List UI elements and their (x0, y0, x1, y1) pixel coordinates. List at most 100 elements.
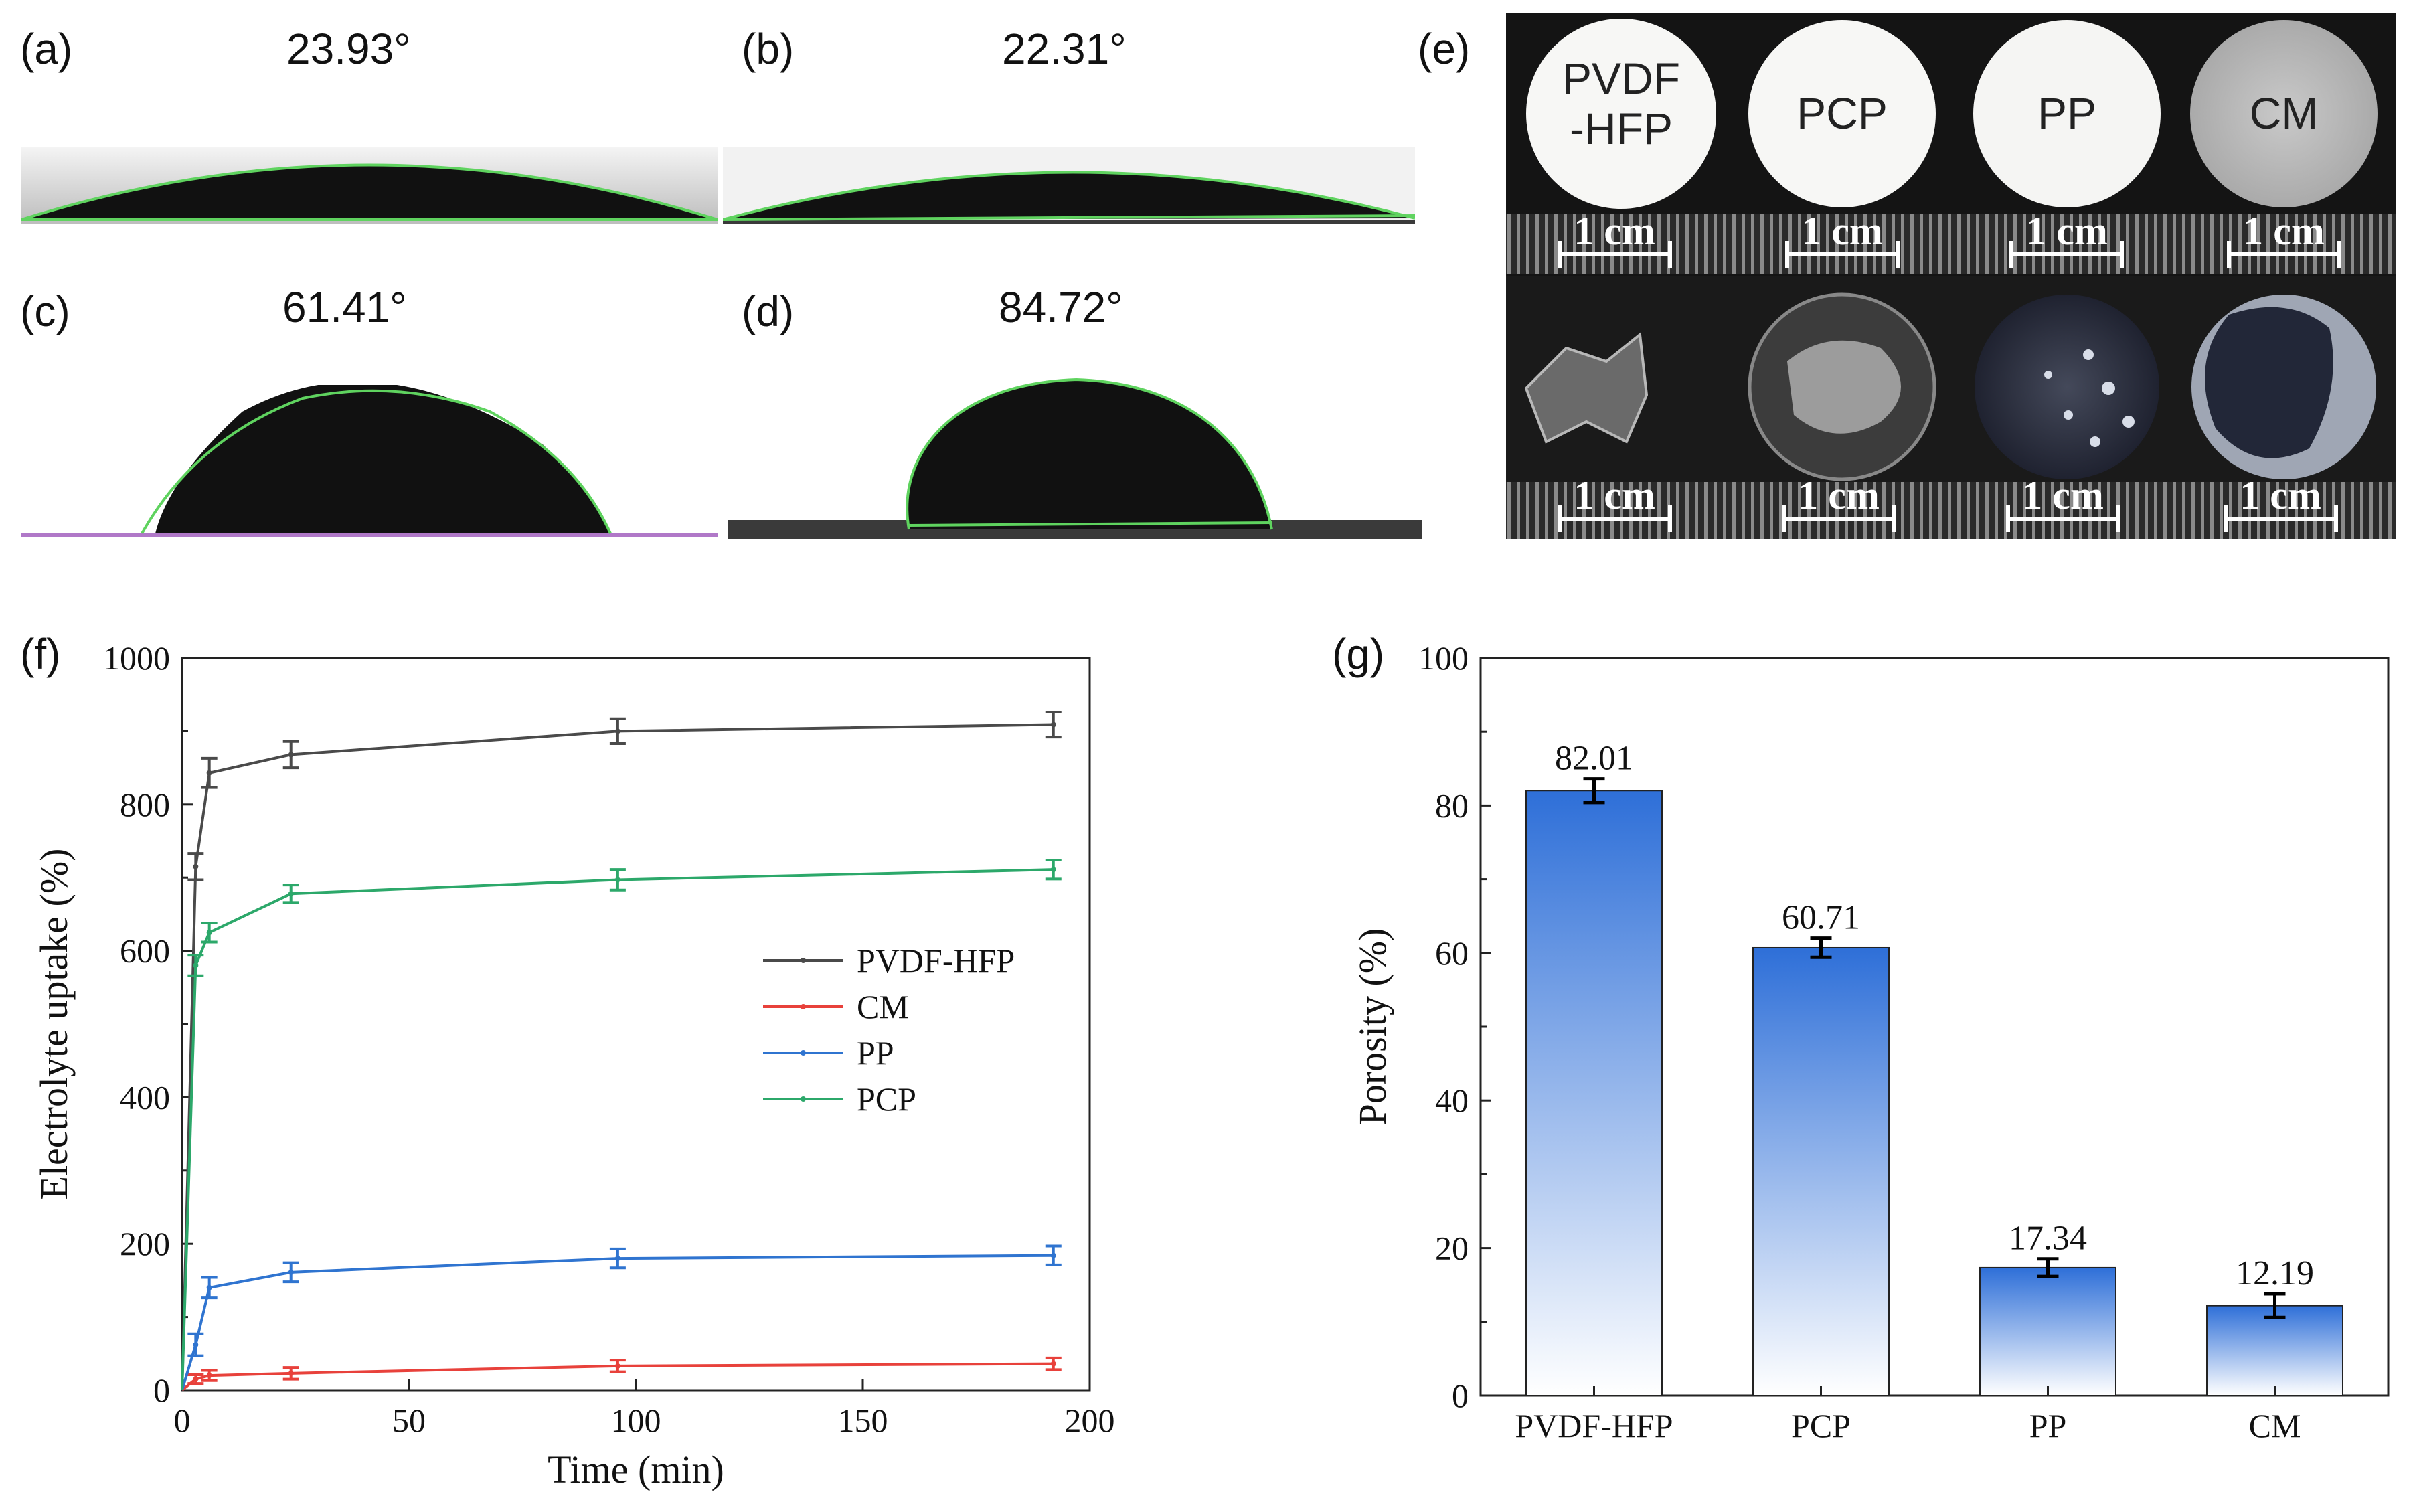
electrolyte-uptake-chart: 0 50 100 150 200 0 200 400 600 800 1000 Time (min) E… (32, 639, 1115, 1491)
panel-label-b: (b) (742, 25, 795, 73)
data-label: 12.19 (2236, 1254, 2314, 1292)
scale-bar-label: 1 cm (1801, 209, 1883, 253)
data-label: 82.01 (1555, 740, 1633, 778)
scale-bar-label: 1 cm (2243, 209, 2325, 253)
droplet-image-c (21, 385, 718, 539)
y-tick-label: 400 (120, 1078, 170, 1116)
droplet-image-d (728, 371, 1422, 539)
panel-label-a: (a) (20, 25, 73, 73)
y-tick-label: 1000 (103, 639, 170, 677)
disk-cm-dry (2190, 20, 2378, 207)
scale-bar-label: 1 cm (2240, 473, 2321, 517)
data-point (193, 962, 199, 969)
bar (1752, 946, 1890, 1396)
data-point (614, 1256, 620, 1262)
sample-pp-wet (1975, 295, 2159, 479)
series-line (181, 1362, 1054, 1392)
x-axis-label: Time (min) (548, 1448, 724, 1491)
y-tick-label: 600 (120, 932, 170, 970)
legend-label: PP (857, 1034, 894, 1072)
y-tick-label: 0 (1452, 1377, 1469, 1414)
panel-label-f: (f) (20, 630, 61, 678)
sample-pvdf-hfp-wet (1524, 332, 1649, 444)
legend-marker (801, 1096, 806, 1102)
data-label: 17.34 (2009, 1220, 2087, 1258)
y-tick-label: 20 (1435, 1230, 1469, 1267)
data-label: 60.71 (1782, 899, 1860, 937)
x-tick-label: 100 (611, 1402, 661, 1439)
disk-pp-dry (1973, 20, 2161, 207)
data-point (614, 728, 620, 734)
data-point (614, 1363, 620, 1369)
y-tick-label: 200 (120, 1225, 170, 1262)
disk-label-pcp: PCP (1797, 88, 1888, 138)
legend-marker (801, 1050, 806, 1056)
bar (1979, 1266, 2116, 1397)
x-tick-label: PCP (1791, 1407, 1851, 1444)
y-tick-label: 40 (1435, 1082, 1469, 1119)
data-point (193, 863, 199, 869)
panel-label-c: (c) (20, 287, 70, 335)
scale-bar-label: 1 cm (1798, 473, 1880, 517)
data-point (206, 930, 212, 936)
data-point (288, 1370, 294, 1376)
data-point (206, 1284, 212, 1290)
scale-bar-label: 1 cm (1574, 209, 1655, 253)
data-point (1050, 1252, 1056, 1258)
contact-angle-d: 84.72° (999, 283, 1123, 331)
disk-label-pvdf-line1: PVDF (1562, 54, 1680, 103)
plot-frame (181, 657, 1091, 1392)
data-point (614, 877, 620, 883)
data-point (206, 770, 212, 776)
legend-marker (801, 1004, 806, 1009)
contact-angle-a: 23.93° (286, 25, 411, 73)
y-tick-label: 80 (1435, 786, 1469, 824)
panel-label-e: (e) (1418, 25, 1471, 73)
legend-label: PCP (857, 1080, 916, 1118)
contact-angle-b: 22.31° (1002, 25, 1127, 73)
porosity-chart: 0 20 40 60 80 100 Porosity (%) 82.01 PVDF-HFP 60.… (1351, 639, 2390, 1444)
disk-label-cm: CM (2250, 88, 2319, 138)
series-cm (181, 1356, 1062, 1392)
x-tick-label: PVDF-HFP (1515, 1407, 1673, 1444)
data-point (193, 1342, 199, 1348)
x-tick-label: CM (2249, 1407, 2301, 1444)
bar (1525, 790, 1663, 1396)
data-point (288, 752, 294, 758)
series-pcp (181, 858, 1062, 1391)
data-point (206, 1373, 212, 1379)
data-point (193, 1376, 199, 1382)
bar (2206, 1305, 2343, 1397)
disk-pvdf-hfp-dry (1526, 19, 1716, 209)
y-tick-label: 800 (120, 786, 170, 823)
legend-label: CM (857, 988, 909, 1025)
droplet-image-b (723, 147, 1415, 224)
legend: PVDF-HFP CM PP PCP (763, 942, 1015, 1118)
x-tick-label: 50 (392, 1402, 426, 1439)
y-tick-label: 60 (1435, 934, 1469, 972)
series-line (181, 868, 1054, 1391)
panel-label-g: (g) (1332, 630, 1385, 678)
series-pp (181, 1244, 1062, 1391)
disk-pcp-dry (1748, 20, 1936, 207)
series-line (181, 723, 1054, 1391)
y-axis-label: Electrolyte uptake (%) (32, 849, 76, 1200)
y-tick-label: 0 (153, 1371, 170, 1409)
scale-bar-label: 1 cm (1574, 473, 1655, 517)
series-line (181, 1254, 1054, 1391)
data-point (1050, 867, 1056, 873)
membrane-photo-grid: PVDF -HFP PCP PP CM 1 cm 1 cm 1 cm 1 cm … (1506, 13, 2396, 539)
scale-bar-label: 1 cm (2026, 209, 2108, 253)
legend-marker (801, 958, 806, 963)
droplet-image-a (21, 147, 718, 224)
disk-label-pvdf-line2: -HFP (1570, 104, 1673, 153)
series-pvdfhfp (181, 710, 1062, 1391)
panel-label-d: (d) (742, 287, 795, 335)
data-point (288, 1269, 294, 1275)
contact-angle-c: 61.41° (282, 283, 407, 331)
data-point (288, 891, 294, 897)
disk-label-pp: PP (2037, 88, 2096, 138)
y-tick-label: 100 (1418, 639, 1469, 677)
data-point (1050, 1361, 1056, 1367)
x-tick-label: 150 (838, 1402, 888, 1439)
